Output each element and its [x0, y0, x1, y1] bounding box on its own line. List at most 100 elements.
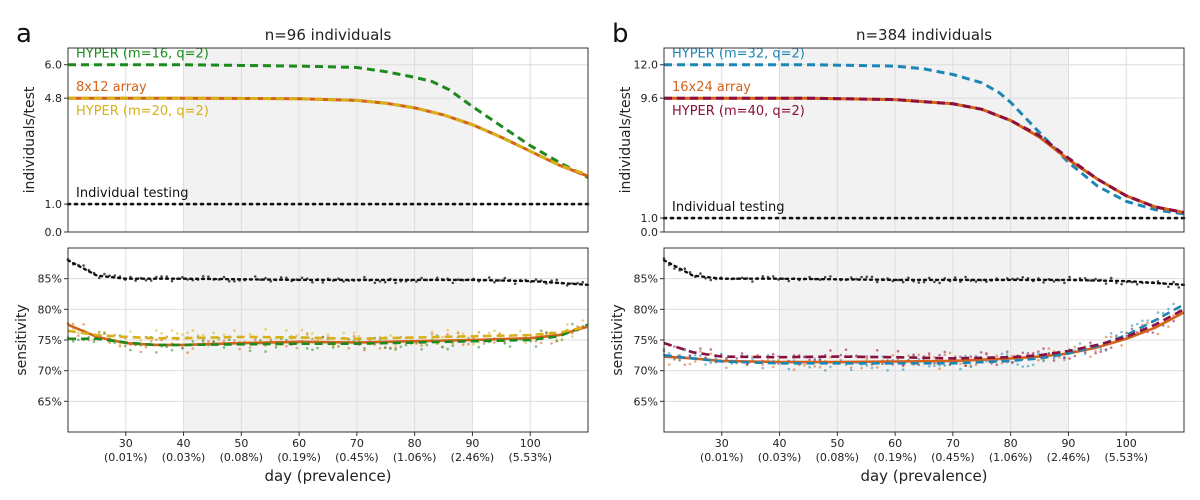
sensitivity-point: [264, 276, 267, 280]
x-tick-prevalence: (0.45%): [931, 451, 975, 464]
sensitivity-point: [787, 367, 791, 371]
series-label: Individual testing: [672, 200, 785, 215]
sensitivity-point: [927, 276, 931, 280]
sensitivity-point: [823, 369, 827, 372]
sensitivity-point: [1104, 335, 1108, 339]
series-label: Individual testing: [76, 186, 189, 201]
sensitivity-point: [186, 351, 189, 355]
panel-letter: b: [612, 19, 629, 49]
sensitivity-point: [829, 365, 832, 369]
sensitivity-point: [777, 355, 780, 358]
sensitivity-point: [259, 338, 262, 342]
sensitivity-point: [875, 349, 879, 352]
sensitivity-point: [201, 338, 205, 342]
x-tick-label: 80: [1004, 437, 1018, 450]
sensitivity-point: [311, 281, 314, 284]
sensitivity-point: [493, 329, 496, 333]
sensitivity-point: [274, 346, 278, 349]
sensitivity-point: [1161, 311, 1165, 315]
sensitivity-point: [123, 344, 127, 348]
sensitivity-point: [212, 331, 215, 335]
sensitivity-point: [777, 358, 780, 362]
series-label: HYPER (m=40, q=2): [672, 104, 805, 119]
sensitivity-point: [709, 348, 713, 351]
sensitivity-point: [181, 275, 184, 279]
sensitivity-point: [1083, 350, 1087, 354]
sensitivity-point: [222, 339, 226, 343]
sensitivity-point: [363, 348, 366, 352]
sensitivity-point: [357, 335, 361, 338]
sensitivity-point: [943, 353, 947, 357]
sensitivity-point: [129, 330, 132, 333]
sensitivity-point: [207, 275, 210, 279]
sensitivity-point: [404, 343, 408, 347]
sensitivity-point: [907, 276, 910, 280]
sensitivity-line-hyper-m-20-q-2-: [67, 325, 589, 341]
sensitivity-point: [974, 280, 978, 283]
sensitivity-point: [844, 348, 848, 352]
sensitivity-point: [964, 275, 967, 279]
sensitivity-point: [461, 343, 465, 346]
sensitivity-point: [295, 346, 299, 350]
sensitivity-point: [305, 347, 309, 350]
sensitivity-point: [467, 336, 470, 340]
x-tick-prevalence: (5.53%): [1104, 451, 1148, 464]
y-tick-label: 75%: [38, 334, 62, 347]
sensitivity-point: [1037, 359, 1040, 362]
sensitivity-point: [709, 352, 713, 356]
sensitivity-point: [860, 275, 863, 279]
sensitivity-point: [253, 338, 257, 342]
sensitivity-point: [699, 354, 702, 357]
y-tick-label: 70%: [38, 365, 62, 378]
sensitivity-point: [534, 345, 538, 348]
sensitivity-point: [264, 328, 267, 331]
sensitivity-point: [985, 352, 988, 356]
sensitivity-point: [839, 353, 843, 357]
sensitivity-point: [108, 341, 111, 345]
sensitivity-point: [927, 352, 931, 355]
sensitivity-point: [1172, 319, 1175, 323]
sensitivity-point: [938, 353, 941, 357]
sensitivity-line-individual-testing: [66, 259, 590, 286]
sensitivity-point: [581, 319, 585, 322]
sensitivity-point: [959, 362, 962, 366]
sensitivity-point: [829, 275, 832, 278]
sensitivity-point: [938, 281, 941, 285]
sensitivity-point: [933, 362, 936, 365]
x-tick-label: 100: [1116, 437, 1137, 450]
sensitivity-point: [771, 275, 775, 278]
sensitivity-point: [1047, 347, 1051, 350]
sensitivity-point: [699, 272, 702, 275]
sensitivity-point: [217, 338, 221, 342]
sensitivity-point: [1078, 342, 1082, 345]
sensitivity-point: [751, 280, 754, 283]
sensitivity-point: [673, 267, 676, 270]
sensitivity-point: [383, 346, 387, 349]
y-tick-label: 0.0: [641, 226, 659, 239]
sensitivity-point: [912, 353, 915, 357]
sensitivity-point: [688, 271, 692, 274]
sensitivity-point: [1130, 324, 1134, 327]
sensitivity-point: [709, 278, 713, 282]
sensitivity-point: [1011, 360, 1014, 364]
sensitivity-point: [1104, 282, 1108, 285]
sensitivity-point: [751, 355, 754, 359]
sensitivity-point: [248, 333, 252, 336]
y-tick-label: 80%: [38, 303, 62, 316]
sensitivity-point: [394, 281, 397, 285]
sensitivity-point: [1099, 350, 1103, 354]
sensitivity-point: [1109, 335, 1113, 339]
sensitivity-point: [149, 279, 153, 282]
y-tick-label: 4.8: [45, 92, 63, 105]
sensitivity-point: [771, 352, 775, 356]
sensitivity-point: [1021, 365, 1025, 368]
x-tick-prevalence: (1.06%): [393, 451, 437, 464]
sensitivity-point: [865, 364, 869, 367]
sensitivity-point: [326, 333, 330, 336]
sensitivity-point: [849, 276, 853, 279]
sensitivity-point: [1167, 307, 1170, 311]
sensitivity-point: [248, 349, 252, 353]
sensitivity-point: [435, 276, 439, 280]
sensitivity-point: [71, 322, 75, 326]
sensitivity-point: [891, 354, 895, 357]
